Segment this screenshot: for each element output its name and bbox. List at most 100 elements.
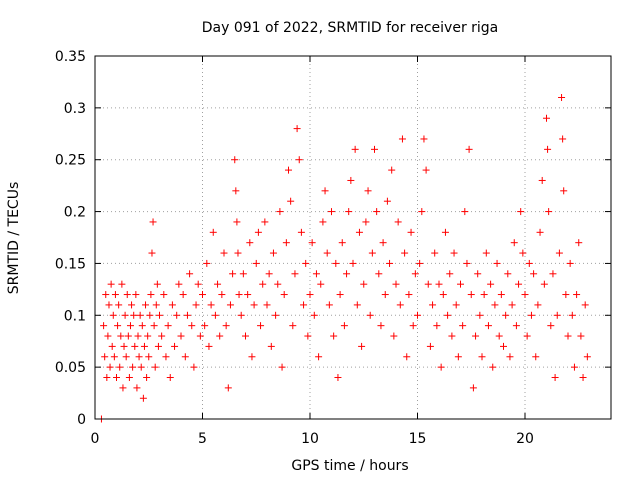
data-point [577, 332, 585, 340]
data-point [433, 322, 441, 330]
data-point [517, 208, 525, 216]
data-point [259, 280, 267, 288]
data-point [108, 342, 116, 350]
data-point [420, 135, 428, 143]
data-point [544, 145, 552, 153]
data-point [129, 363, 137, 371]
data-point [216, 332, 224, 340]
data-point [457, 280, 464, 288]
data-point [405, 291, 413, 299]
data-point [340, 322, 348, 330]
data-point [536, 228, 544, 236]
data-point [424, 280, 432, 288]
data-point [117, 332, 125, 340]
y-tick-label: 0 [77, 412, 86, 428]
data-point [373, 208, 381, 216]
data-point [319, 218, 327, 226]
data-point [581, 301, 589, 309]
data-point [512, 322, 520, 330]
data-point [142, 301, 150, 309]
data-point [168, 301, 176, 309]
data-point [349, 259, 357, 267]
data-point [439, 291, 447, 299]
data-point [252, 259, 260, 267]
data-point [360, 280, 368, 288]
data-point [364, 187, 372, 195]
data-point [120, 342, 128, 350]
data-point [394, 218, 402, 226]
data-point [152, 301, 160, 309]
data-point [109, 311, 117, 319]
data-point [323, 249, 331, 257]
data-point [409, 322, 417, 330]
data-point [379, 239, 387, 247]
data-point [368, 249, 376, 257]
data-point [147, 291, 155, 299]
data-point [366, 311, 374, 319]
data-point [188, 322, 196, 330]
data-point [414, 311, 421, 319]
data-point [154, 342, 162, 350]
data-point [411, 270, 419, 278]
data-point [562, 291, 570, 299]
data-point [321, 187, 329, 195]
data-point [226, 301, 234, 309]
data-point [543, 114, 550, 122]
data-point [502, 311, 510, 319]
data-point [336, 291, 344, 299]
data-point [347, 176, 355, 184]
data-point [203, 259, 211, 267]
data-point [343, 270, 351, 278]
grid-layer [95, 56, 611, 419]
data-point [422, 166, 430, 174]
data-point [289, 322, 297, 330]
data-point [103, 374, 111, 382]
data-point [146, 311, 154, 319]
data-point [144, 332, 152, 340]
data-point [205, 342, 213, 350]
data-point [276, 208, 284, 216]
data-point [426, 342, 434, 350]
data-point [265, 270, 273, 278]
data-point [115, 301, 123, 309]
data-point [235, 291, 243, 299]
data-point [375, 270, 383, 278]
data-point [274, 280, 282, 288]
data-point [549, 270, 557, 278]
data-point [435, 280, 443, 288]
data-point [452, 301, 460, 309]
data-point [386, 259, 394, 267]
data-point [143, 374, 151, 382]
data-point [291, 270, 299, 278]
data-point [454, 353, 462, 361]
data-point [334, 374, 342, 382]
data-point [156, 311, 163, 319]
data-point [351, 145, 359, 153]
y-tick-label: 0.35 [55, 49, 86, 65]
data-point [527, 311, 535, 319]
data-point [177, 332, 185, 340]
data-point [579, 374, 587, 382]
data-point [573, 291, 581, 299]
data-point [124, 332, 132, 340]
data-point [123, 291, 131, 299]
data-point [328, 208, 335, 216]
x-tick-label: 15 [409, 431, 427, 447]
x-tick-label: 10 [301, 431, 319, 447]
data-point [540, 280, 548, 288]
data-point [570, 363, 578, 371]
data-point [302, 259, 310, 267]
data-point [135, 353, 143, 361]
data-point [209, 228, 217, 236]
data-point [261, 218, 269, 226]
data-point [126, 322, 134, 330]
data-point [450, 249, 458, 257]
data-point [500, 342, 507, 350]
data-point [472, 332, 480, 340]
data-point [231, 156, 239, 164]
data-point [476, 311, 484, 319]
data-point [489, 363, 497, 371]
x-axis-label: GPS time / hours [291, 458, 408, 474]
data-point [461, 208, 469, 216]
data-point [308, 239, 316, 247]
